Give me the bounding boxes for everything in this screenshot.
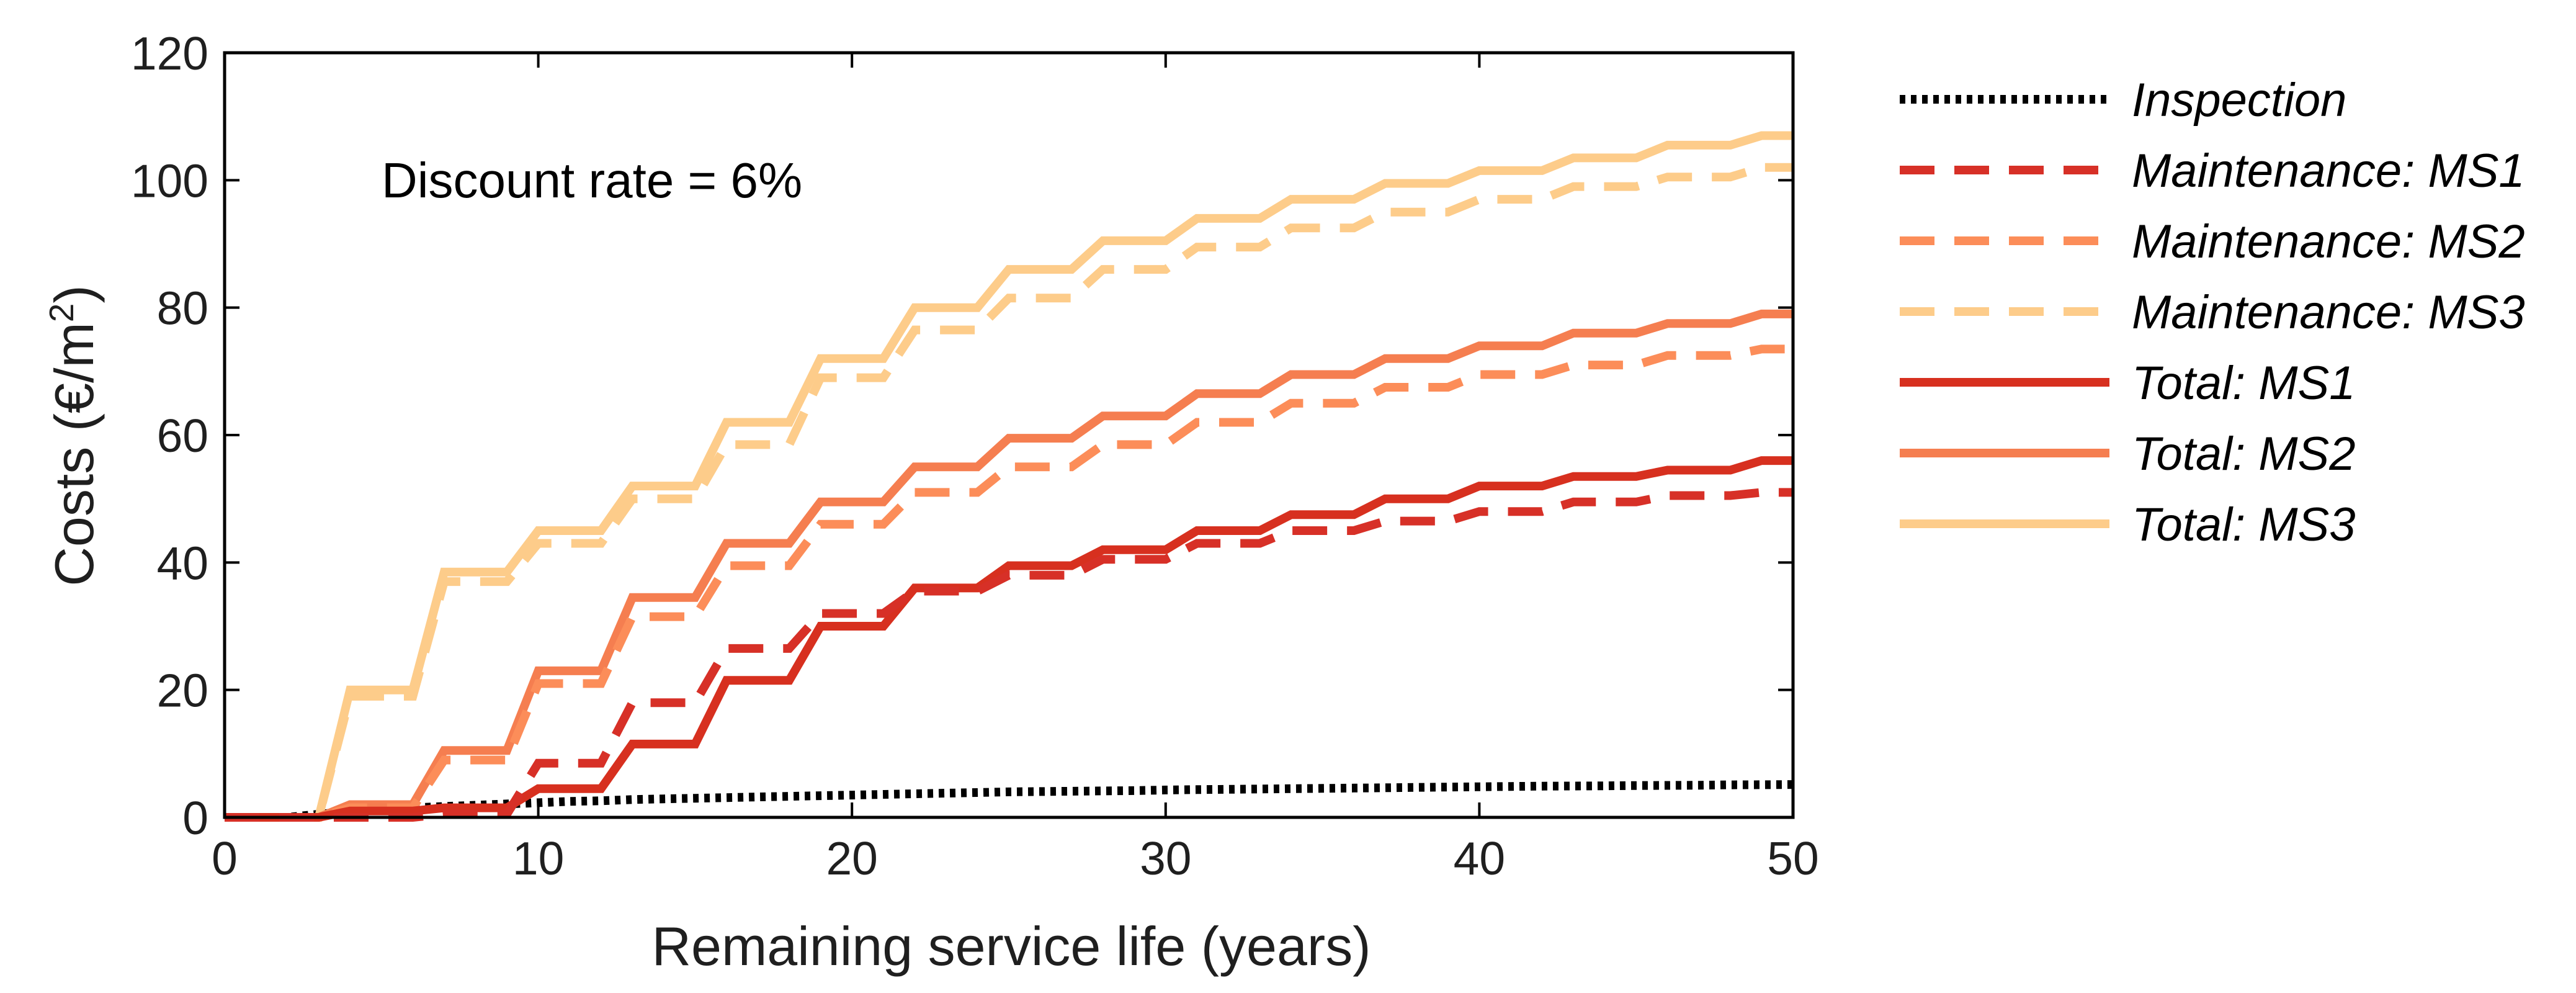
series-line-total-ms3 bbox=[225, 131, 1793, 822]
legend-label-maintenance-ms3: Maintenance: MS3 bbox=[2132, 286, 2525, 339]
series-line-maintenance-ms1 bbox=[225, 488, 1793, 822]
series-line-total-ms1 bbox=[225, 456, 1793, 822]
series-line-maintenance-ms2 bbox=[225, 344, 1793, 822]
legend-label-total-ms1: Total: MS1 bbox=[2132, 357, 2355, 410]
y-tick-label: 80 bbox=[157, 282, 208, 335]
y-tick-label: 60 bbox=[157, 410, 208, 462]
axis-ticks-group: 0 10 20 30 40 50 0 20 40 60 80 100 120 bbox=[131, 27, 1819, 884]
plot-series-group bbox=[225, 131, 1794, 822]
y-axis-title-superscript: 2 bbox=[42, 303, 81, 323]
y-axis-title-prefix: Costs (€/m bbox=[43, 322, 105, 586]
x-tick-label: 20 bbox=[826, 832, 877, 884]
y-axis-title-suffix: ) bbox=[43, 285, 105, 303]
y-axis-title: Costs (€/m2) bbox=[42, 285, 105, 586]
series-line-maintenance-ms3 bbox=[225, 163, 1793, 822]
legend: Inspection Maintenance: MS1 Maintenance: M… bbox=[1900, 74, 2525, 551]
legend-label-maintenance-ms1: Maintenance: MS1 bbox=[2132, 145, 2525, 197]
x-tick-label: 40 bbox=[1454, 832, 1505, 884]
legend-label-total-ms2: Total: MS2 bbox=[2132, 428, 2355, 480]
legend-label-inspection: Inspection bbox=[2132, 74, 2346, 127]
y-tick-label: 120 bbox=[131, 27, 208, 79]
legend-label-maintenance-ms2: Maintenance: MS2 bbox=[2132, 215, 2525, 268]
y-tick-label: 0 bbox=[182, 792, 208, 844]
legend-label-total-ms3: Total: MS3 bbox=[2132, 498, 2355, 551]
x-tick-label: 30 bbox=[1140, 832, 1191, 884]
x-tick-label: 50 bbox=[1767, 832, 1818, 884]
y-tick-label: 100 bbox=[131, 155, 208, 207]
x-axis-title: Remaining service life (years) bbox=[651, 915, 1371, 977]
x-tick-label: 0 bbox=[212, 832, 238, 884]
y-tick-label: 40 bbox=[157, 537, 208, 589]
y-tick-label: 20 bbox=[157, 665, 208, 717]
x-tick-label: 10 bbox=[512, 832, 564, 884]
discount-rate-annotation: Discount rate = 6% bbox=[382, 153, 802, 208]
